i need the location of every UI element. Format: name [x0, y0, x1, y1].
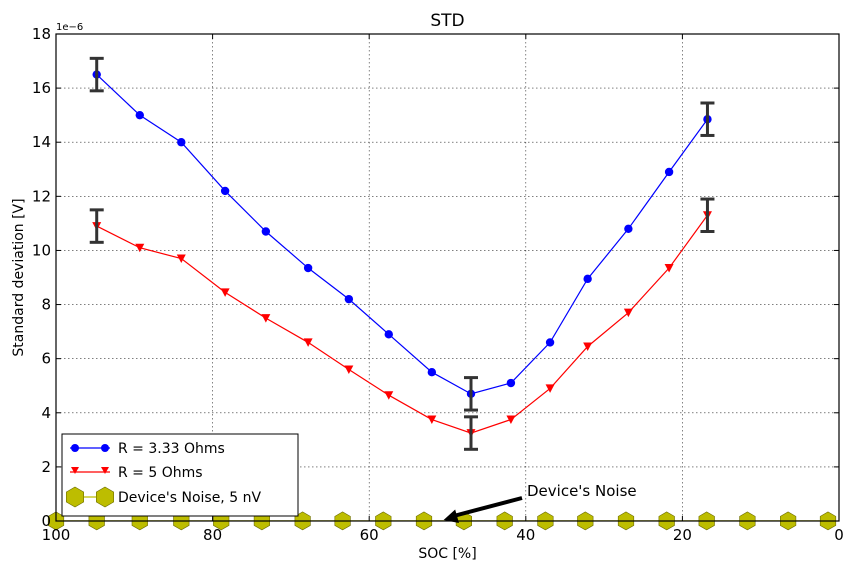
legend-label-1: R = 5 Ohms [118, 465, 203, 481]
data-point [176, 254, 186, 264]
error-bar [700, 197, 715, 234]
error-bar [700, 101, 715, 137]
y-tick-label: 2 [41, 458, 51, 476]
plot-frame [55, 33, 840, 522]
ticks: 100 80 60 40 20 0 0 2 4 6 8 10 12 14 16 18 [32, 25, 844, 544]
data-point [427, 367, 437, 377]
annotation: Device's Noise [443, 482, 637, 523]
data-point [506, 378, 516, 388]
y-tick-label: 16 [32, 79, 51, 97]
series-1 [92, 211, 712, 438]
data-point [303, 263, 313, 273]
data-point [303, 338, 313, 347]
x-tick-label: 60 [360, 526, 379, 544]
error-bar [89, 208, 104, 244]
data-point [506, 415, 516, 425]
legend-entry-2: Device's Noise, 5 nV [66, 486, 261, 508]
data-point [545, 338, 555, 347]
data-point [135, 243, 145, 253]
data-point [624, 224, 633, 233]
series-0 [92, 70, 712, 399]
data-point [623, 308, 633, 318]
legend-entry-1: R = 5 Ohms [70, 465, 203, 481]
data-point [220, 186, 230, 196]
data-point [664, 167, 674, 177]
data-point [427, 415, 437, 425]
y-tick-label: 4 [41, 404, 51, 422]
y-tick-label: 12 [32, 187, 51, 205]
x-tick-label: 20 [673, 526, 692, 544]
legend: R = 3.33 Ohms R = 5 Ohms Device's Noise,… [61, 433, 299, 517]
y-tick-label: 10 [32, 241, 51, 259]
series-line-0 [96, 74, 708, 395]
data-point [545, 384, 555, 393]
y-offset-label: 1e−6 [56, 22, 83, 33]
error-bar [463, 376, 478, 412]
data-point [177, 138, 186, 147]
data-point [135, 110, 144, 120]
legend-entry-0: R = 3.33 Ohms [70, 441, 225, 457]
y-tick-label: 14 [32, 133, 51, 151]
error-bar [463, 415, 478, 451]
annotation-text: Device's Noise [527, 482, 637, 500]
annotation-arrow-head [443, 509, 459, 523]
x-tick-label: 40 [516, 526, 535, 544]
data-point [261, 314, 271, 323]
data-point [344, 294, 354, 304]
data-point [384, 391, 394, 400]
legend-label-0: R = 3.33 Ohms [118, 441, 225, 457]
data-point [583, 342, 593, 351]
y-axis-label: Standard deviation [V] [11, 198, 27, 356]
chart-title: STD [430, 11, 464, 31]
data-point [261, 227, 271, 236]
x-tick-label: 80 [203, 526, 222, 544]
data-point [664, 264, 674, 273]
data-point [384, 330, 393, 339]
series-line-1 [96, 214, 708, 434]
y-tick-label: 0 [41, 512, 51, 530]
data-point [344, 365, 354, 374]
x-axis-label: SOC [%] [418, 546, 476, 562]
y-tick-label: 18 [32, 25, 51, 43]
y-tick-label: 8 [41, 296, 51, 314]
x-tick-label: 100 [42, 526, 71, 544]
y-tick-label: 6 [41, 350, 51, 368]
error-bars [89, 56, 715, 451]
error-bar [89, 56, 104, 93]
annotation-arrow-shaft [453, 496, 523, 518]
x-tick-label: 0 [834, 526, 844, 544]
data-point [583, 274, 592, 284]
data-point [220, 288, 230, 297]
legend-label-2: Device's Noise, 5 nV [118, 490, 261, 506]
